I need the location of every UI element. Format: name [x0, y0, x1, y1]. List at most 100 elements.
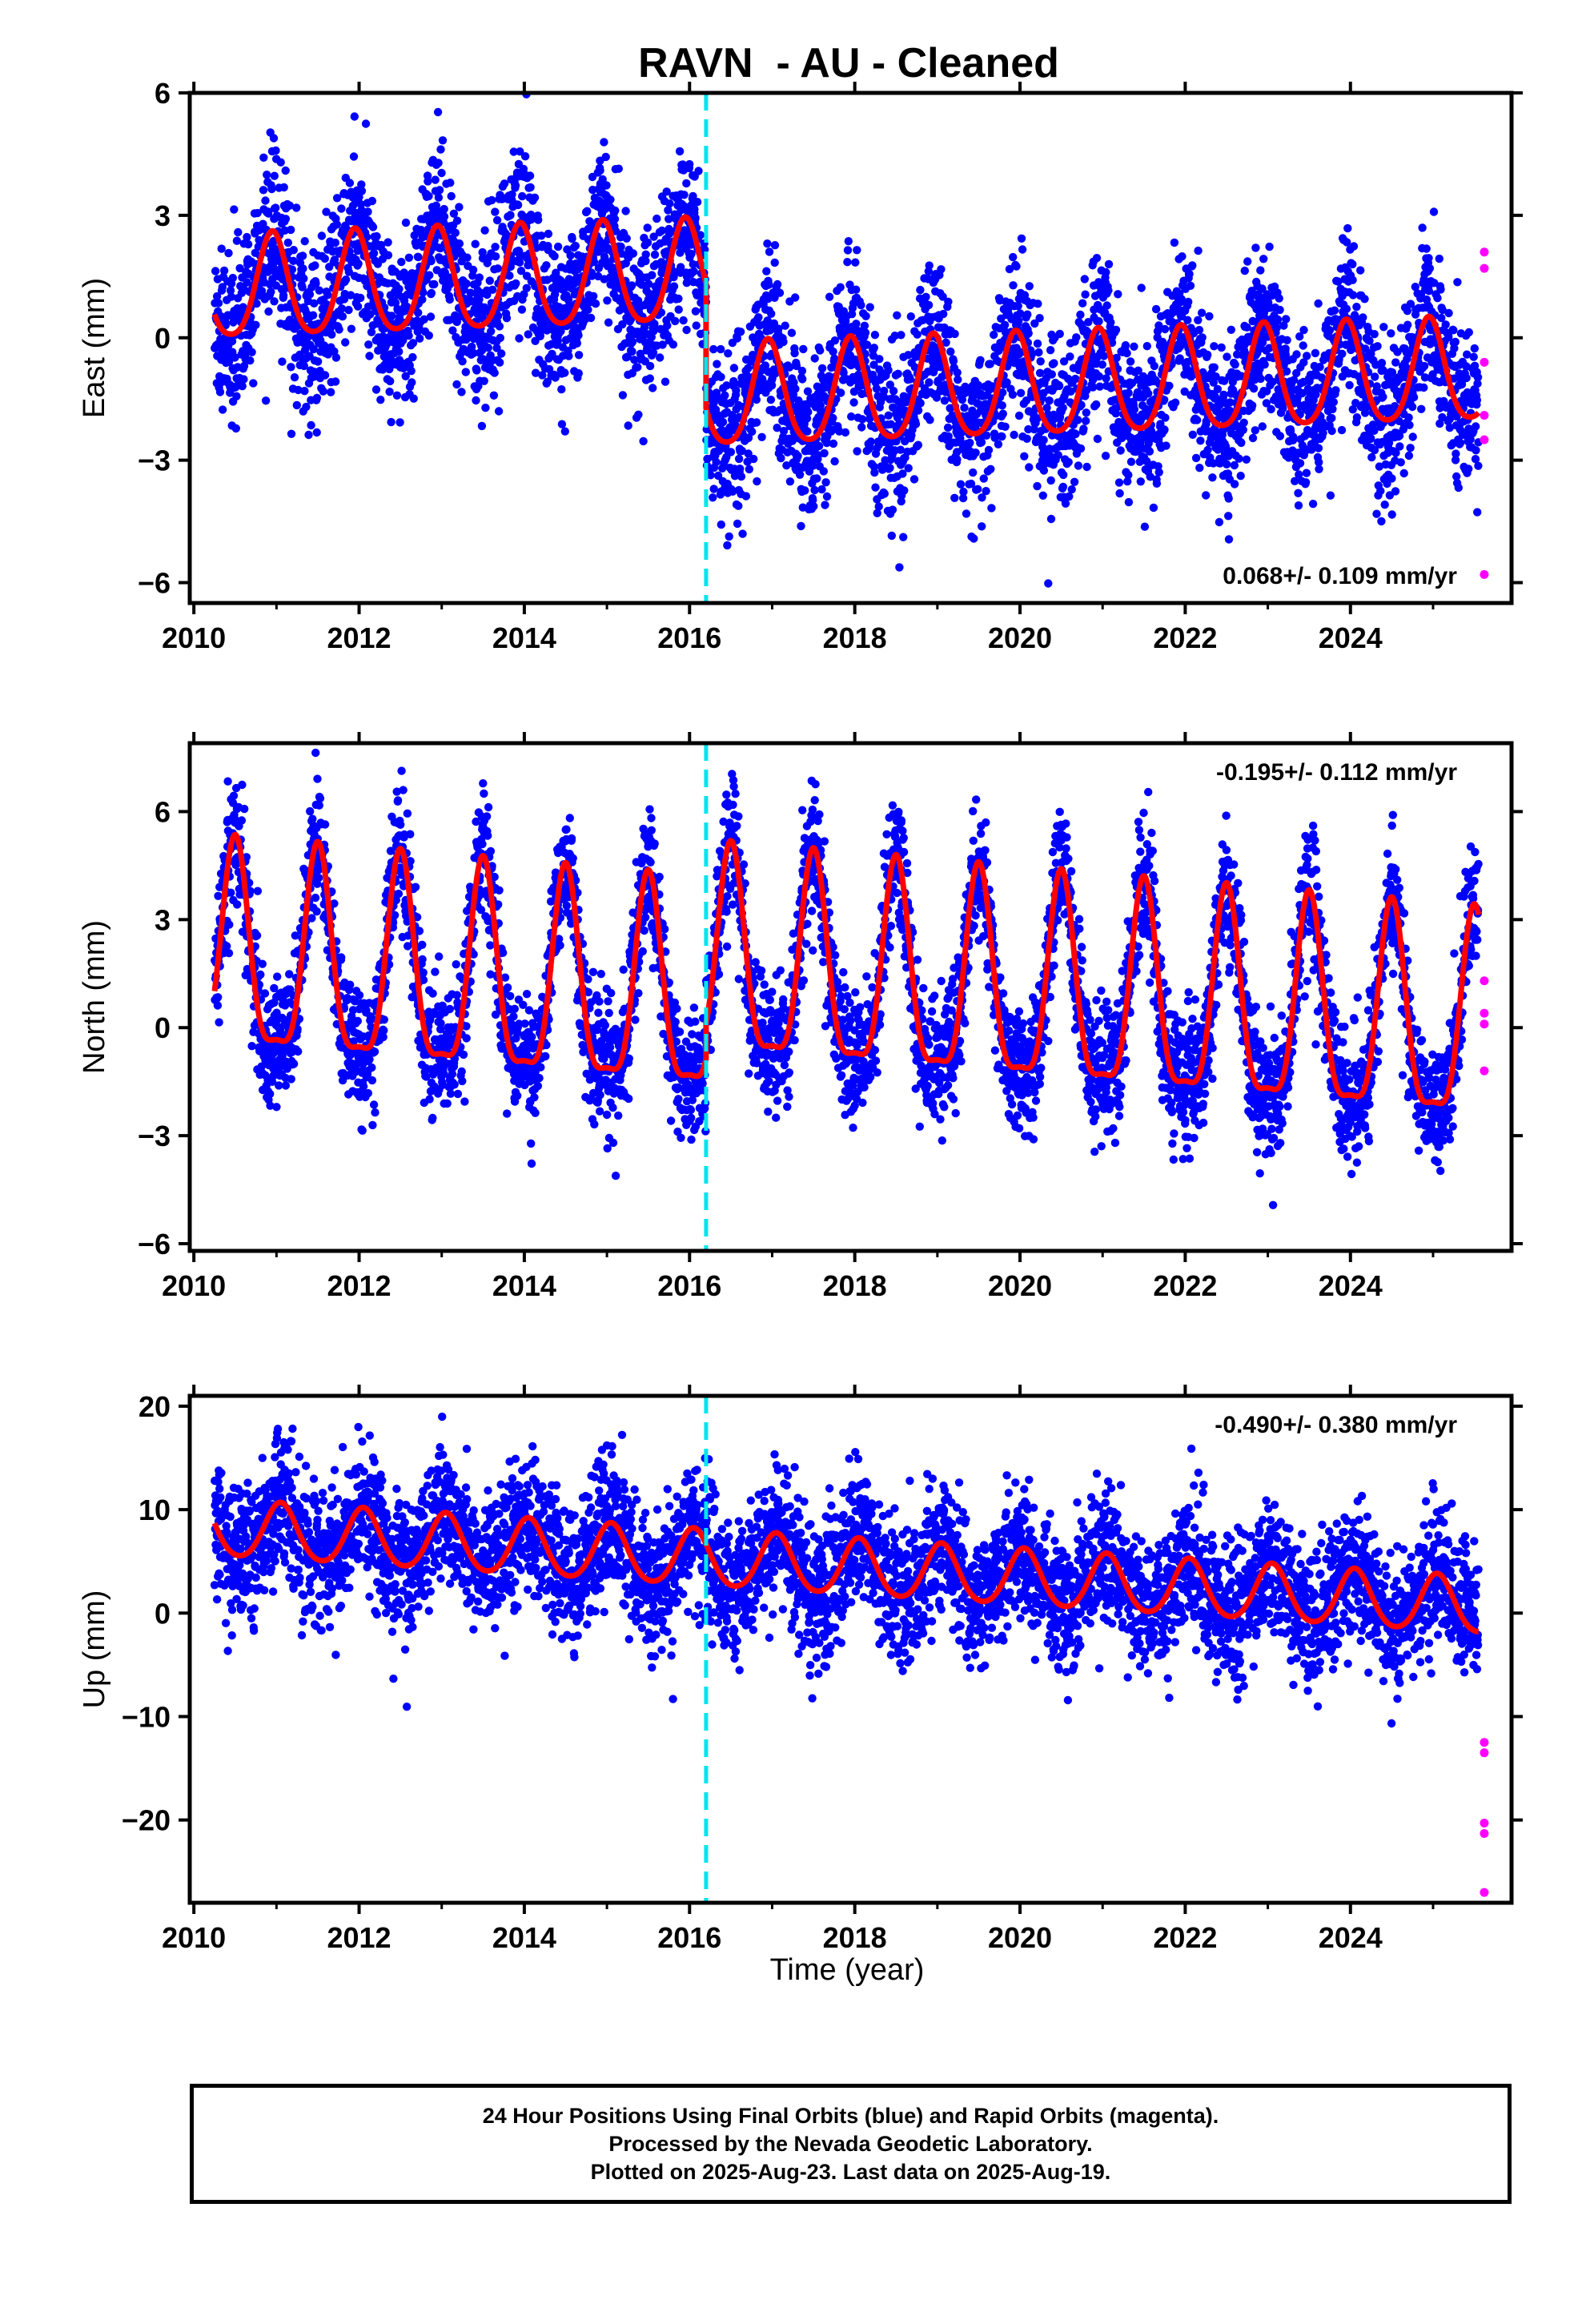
final-point	[235, 263, 244, 273]
final-point	[409, 394, 418, 403]
final-point	[433, 107, 443, 117]
final-point	[775, 288, 785, 297]
final-point	[586, 313, 596, 323]
final-point	[779, 337, 788, 347]
final-point	[1034, 348, 1043, 357]
final-point	[281, 166, 290, 175]
final-point	[614, 164, 623, 173]
final-point	[515, 258, 524, 267]
final-point	[527, 215, 536, 224]
final-point	[534, 215, 543, 224]
y-tick-label: −3	[138, 444, 171, 477]
final-point	[1142, 342, 1152, 351]
final-point	[287, 429, 296, 438]
final-point	[553, 242, 563, 251]
final-point	[966, 438, 974, 448]
final-point	[761, 361, 770, 370]
final-point	[1170, 398, 1180, 407]
final-point	[404, 331, 413, 340]
final-point	[899, 533, 908, 541]
final-point	[709, 485, 718, 493]
final-point	[825, 292, 834, 301]
final-point	[1078, 299, 1087, 308]
final-point	[1111, 325, 1121, 335]
final-point	[354, 259, 363, 268]
final-point	[1017, 234, 1026, 243]
final-point	[693, 198, 702, 207]
final-point	[1444, 308, 1453, 318]
final-point	[1472, 396, 1482, 404]
panel-north: 2010 2012 2014 2016 2018 2020 2022 2024−6−3036N…	[78, 732, 1523, 1302]
final-point	[458, 357, 467, 366]
final-point	[1186, 281, 1195, 290]
final-point	[689, 191, 697, 201]
final-point	[893, 311, 901, 320]
final-point	[313, 357, 323, 366]
final-point	[1074, 416, 1082, 424]
final-point	[713, 471, 723, 480]
final-point	[478, 247, 487, 257]
final-point	[385, 388, 394, 396]
final-point	[998, 432, 1006, 441]
final-point	[1239, 425, 1248, 434]
final-point	[799, 344, 808, 354]
final-point	[426, 312, 436, 321]
final-point	[279, 291, 288, 300]
final-point	[762, 267, 771, 275]
final-point	[1372, 509, 1381, 518]
final-point	[1406, 444, 1415, 452]
final-point	[1343, 223, 1352, 233]
final-point	[596, 166, 604, 175]
final-point	[685, 159, 694, 169]
final-point	[435, 186, 444, 195]
final-point	[815, 346, 825, 355]
final-point	[913, 330, 921, 339]
final-point	[1136, 477, 1146, 486]
final-point	[1183, 316, 1192, 324]
final-point	[506, 262, 515, 271]
final-point	[1294, 489, 1303, 497]
final-point	[1102, 301, 1111, 310]
final-point	[744, 433, 753, 442]
final-point	[785, 363, 794, 372]
final-point	[446, 179, 455, 187]
final-point	[1273, 315, 1283, 324]
final-point	[1059, 470, 1068, 480]
final-point	[1160, 425, 1169, 434]
final-point	[440, 204, 448, 214]
final-point	[232, 392, 241, 400]
final-point	[885, 464, 894, 472]
final-point	[1227, 325, 1236, 334]
final-point	[455, 203, 464, 211]
final-point	[367, 196, 377, 206]
x-tick-label: 2012	[327, 621, 391, 654]
y-axis-label-east: East (mm)	[78, 278, 111, 418]
final-point	[461, 322, 470, 332]
final-point	[434, 159, 443, 167]
final-point	[1256, 266, 1265, 275]
final-point	[1275, 294, 1283, 303]
final-point	[353, 302, 363, 311]
final-point	[287, 265, 297, 274]
final-point	[633, 296, 643, 305]
final-point	[671, 316, 680, 326]
final-point	[813, 474, 821, 483]
final-point	[311, 261, 319, 270]
final-point	[956, 480, 966, 489]
final-point	[665, 199, 674, 208]
final-point	[305, 290, 315, 299]
final-point	[212, 292, 222, 301]
final-point	[1230, 480, 1239, 489]
final-point	[656, 353, 665, 362]
final-point	[1101, 452, 1110, 460]
final-point	[472, 396, 480, 405]
final-point	[485, 276, 494, 285]
final-point	[1018, 245, 1027, 254]
final-point	[469, 348, 478, 358]
final-point	[880, 489, 889, 498]
final-point	[571, 241, 580, 251]
final-point	[1315, 464, 1323, 473]
final-point	[604, 318, 613, 327]
final-point	[302, 402, 311, 412]
